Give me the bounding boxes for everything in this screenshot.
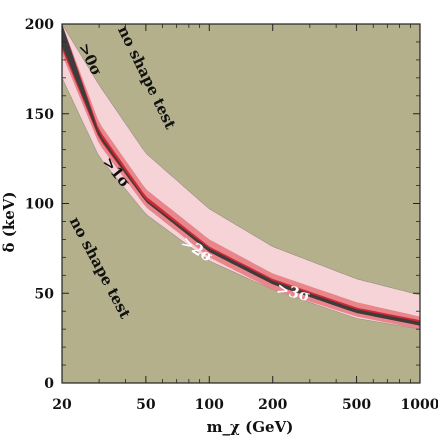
x-tick-label: 1000	[401, 397, 438, 413]
x-axis-title: m_χ (GeV)	[207, 418, 294, 436]
y-tick-label: 100	[25, 197, 54, 213]
plot-background	[62, 24, 420, 383]
y-tick-label: 50	[35, 286, 55, 302]
x-tick-label: 100	[195, 397, 224, 413]
x-tick-label: 20	[52, 397, 72, 413]
x-tick-label: 200	[258, 397, 287, 413]
x-tick-label: 50	[136, 397, 156, 413]
y-tick-label: 200	[25, 17, 54, 33]
bands-group	[62, 24, 420, 330]
band-3sigma	[62, 24, 420, 326]
y-tick-label: 150	[25, 107, 54, 123]
y-tick-label: 0	[44, 376, 54, 392]
y-axis-title: δ (keV)	[0, 192, 18, 253]
x-tick-label: 500	[342, 397, 371, 413]
